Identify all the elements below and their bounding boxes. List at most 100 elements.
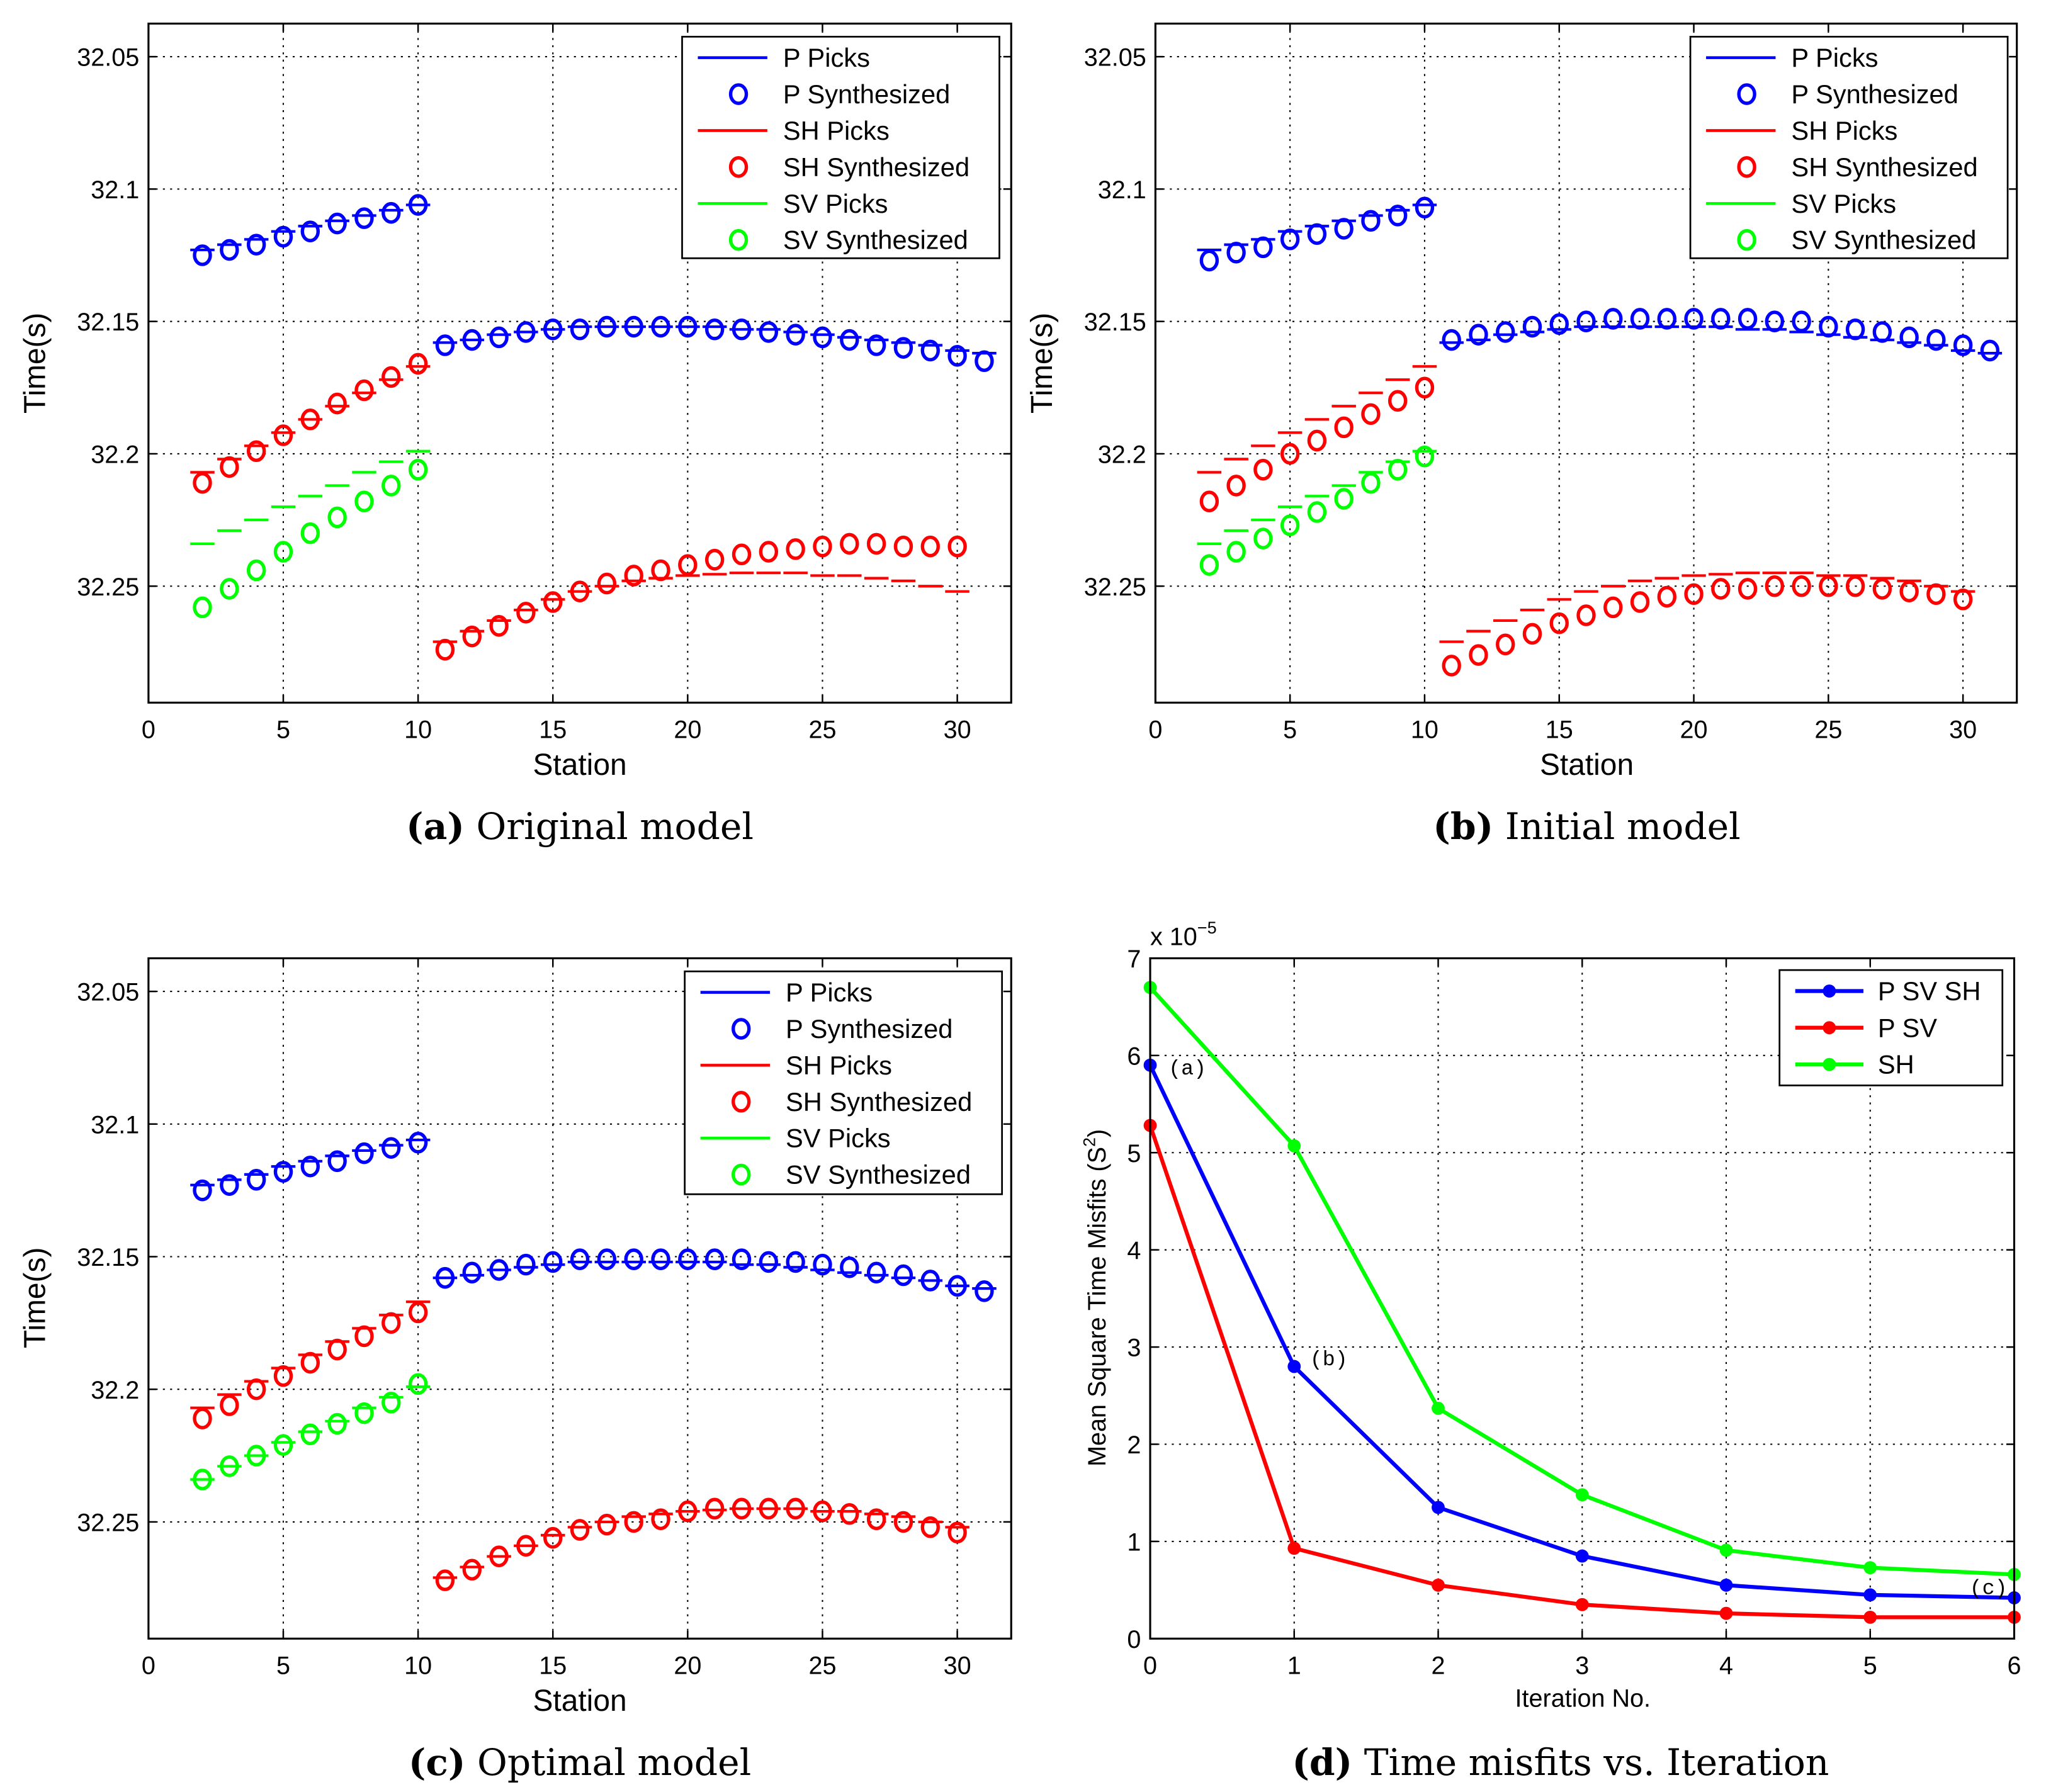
- synth-point: [1603, 596, 1623, 619]
- x-tick-label: 0: [1143, 1652, 1157, 1680]
- synth-point: [273, 225, 293, 248]
- data-point: [1432, 1578, 1445, 1592]
- synth-point: [866, 533, 886, 555]
- annotation-label: (c): [1970, 1577, 2008, 1601]
- synth-point: [1442, 655, 1461, 677]
- legend-label: SH: [1878, 1050, 1914, 1079]
- x-axis-label: Station: [533, 748, 627, 782]
- x-tick-label: 0: [142, 716, 155, 744]
- y-tick-label: 32.15: [77, 1244, 139, 1271]
- synth-point: [1469, 324, 1488, 346]
- synth-point: [947, 1521, 967, 1544]
- synth-point: [624, 1248, 643, 1271]
- caption-text: Time misfits vs. Iteration: [1352, 1741, 1829, 1784]
- x-axis-label: Station: [533, 1684, 627, 1718]
- y-axis-label-text: Mean Square Time Misfits (S: [1083, 1147, 1111, 1467]
- x-tick-label: 10: [404, 716, 432, 744]
- x-tick-label: 15: [539, 1652, 567, 1680]
- x-tick-label: 15: [539, 716, 567, 744]
- synth-point: [489, 1545, 509, 1567]
- synth-point: [516, 321, 536, 343]
- synth-point: [840, 329, 859, 351]
- y-axis-label: Time(s): [18, 313, 52, 414]
- synth-point: [408, 458, 428, 481]
- synth-point: [1307, 223, 1327, 245]
- synth-point: [354, 379, 374, 402]
- synth-point: [300, 1155, 320, 1178]
- synth-point: [947, 535, 967, 558]
- synth-point: [920, 1516, 940, 1538]
- legend-label: SH Picks: [786, 1051, 892, 1080]
- synth-point: [1738, 578, 1758, 600]
- y-tick-label: 3: [1127, 1334, 1141, 1362]
- synth-point: [597, 572, 617, 595]
- synth-point: [543, 1526, 563, 1549]
- synth-point: [1872, 321, 1892, 343]
- synth-point: [1684, 583, 1704, 606]
- series-sv-synthesized: [193, 1373, 428, 1491]
- synth-point: [732, 1248, 752, 1271]
- legend-label: SV Synthesized: [786, 1160, 971, 1190]
- synth-point: [1253, 458, 1273, 481]
- y-tick-label: 32.05: [77, 979, 139, 1006]
- legend-label: SV Synthesized: [783, 225, 968, 255]
- series-sv-synthesized: [1199, 445, 1435, 576]
- synth-point: [327, 1412, 347, 1435]
- synth-point: [1765, 310, 1785, 332]
- synth-point: [516, 602, 536, 624]
- series-p-synthesized: [193, 194, 994, 373]
- x-tick-label: 20: [674, 1652, 701, 1680]
- synth-point: [246, 440, 266, 463]
- synth-point: [1819, 315, 1838, 338]
- synth-point: [1630, 308, 1650, 330]
- synth-point: [1253, 527, 1273, 549]
- data-point: [1719, 1578, 1733, 1592]
- x-tick-label: 30: [944, 1652, 971, 1680]
- y-tick-label: 32.2: [91, 441, 139, 469]
- synth-point: [462, 1558, 482, 1581]
- legend-marker-icon: [1823, 984, 1836, 998]
- caption-text: Original model: [465, 805, 754, 848]
- synth-point: [813, 326, 832, 349]
- synth-point: [246, 1378, 266, 1400]
- data-point: [1287, 1360, 1301, 1373]
- y-tick-label: 32.2: [91, 1377, 139, 1404]
- synth-point: [1684, 308, 1704, 330]
- x-tick-label: 6: [2007, 1652, 2021, 1680]
- synth-point: [220, 456, 239, 478]
- series-sh-synthesized: [1199, 376, 1973, 677]
- y-tick-label: 32.1: [91, 1111, 139, 1139]
- synth-point: [759, 1251, 779, 1273]
- synth-point: [1496, 633, 1515, 656]
- synth-point: [246, 559, 266, 582]
- series-sh: [1143, 981, 2021, 1581]
- synth-point: [516, 1535, 536, 1557]
- synth-point: [1226, 541, 1246, 563]
- synth-point: [759, 321, 779, 343]
- legend-circle-icon: [732, 1163, 751, 1186]
- data-point: [1719, 1543, 1733, 1557]
- synth-point: [786, 538, 805, 560]
- legend: P Picks P Synthesized SH Picks SH Synthesiz…: [681, 35, 1000, 259]
- synth-point: [1657, 308, 1676, 330]
- x-tick-label: 10: [1411, 716, 1438, 744]
- synth-point: [1496, 321, 1515, 343]
- x-axis-label: Station: [1540, 748, 1634, 782]
- synth-point: [893, 1264, 913, 1287]
- synth-point: [732, 1497, 752, 1520]
- synth-point: [704, 1248, 725, 1271]
- x-tick-label: 30: [1949, 716, 1977, 744]
- synth-point: [462, 625, 482, 648]
- series-sh-picks: [1197, 365, 1975, 643]
- synth-point: [1226, 475, 1246, 497]
- axes-box: [147, 22, 1012, 704]
- data-point: [1863, 1561, 1877, 1575]
- legend-label: SH Picks: [1791, 116, 1897, 145]
- synth-point: [193, 596, 212, 619]
- synth-point: [1522, 315, 1542, 338]
- synth-point: [813, 1253, 832, 1276]
- synth-point: [435, 1266, 455, 1289]
- synth-point: [1953, 334, 1973, 356]
- panel-b: 0 5 10 15 20 25 30 32.05 32.1 32.15 32.2 32.25 P Pic…: [1026, 22, 2018, 848]
- synth-point: [543, 318, 563, 341]
